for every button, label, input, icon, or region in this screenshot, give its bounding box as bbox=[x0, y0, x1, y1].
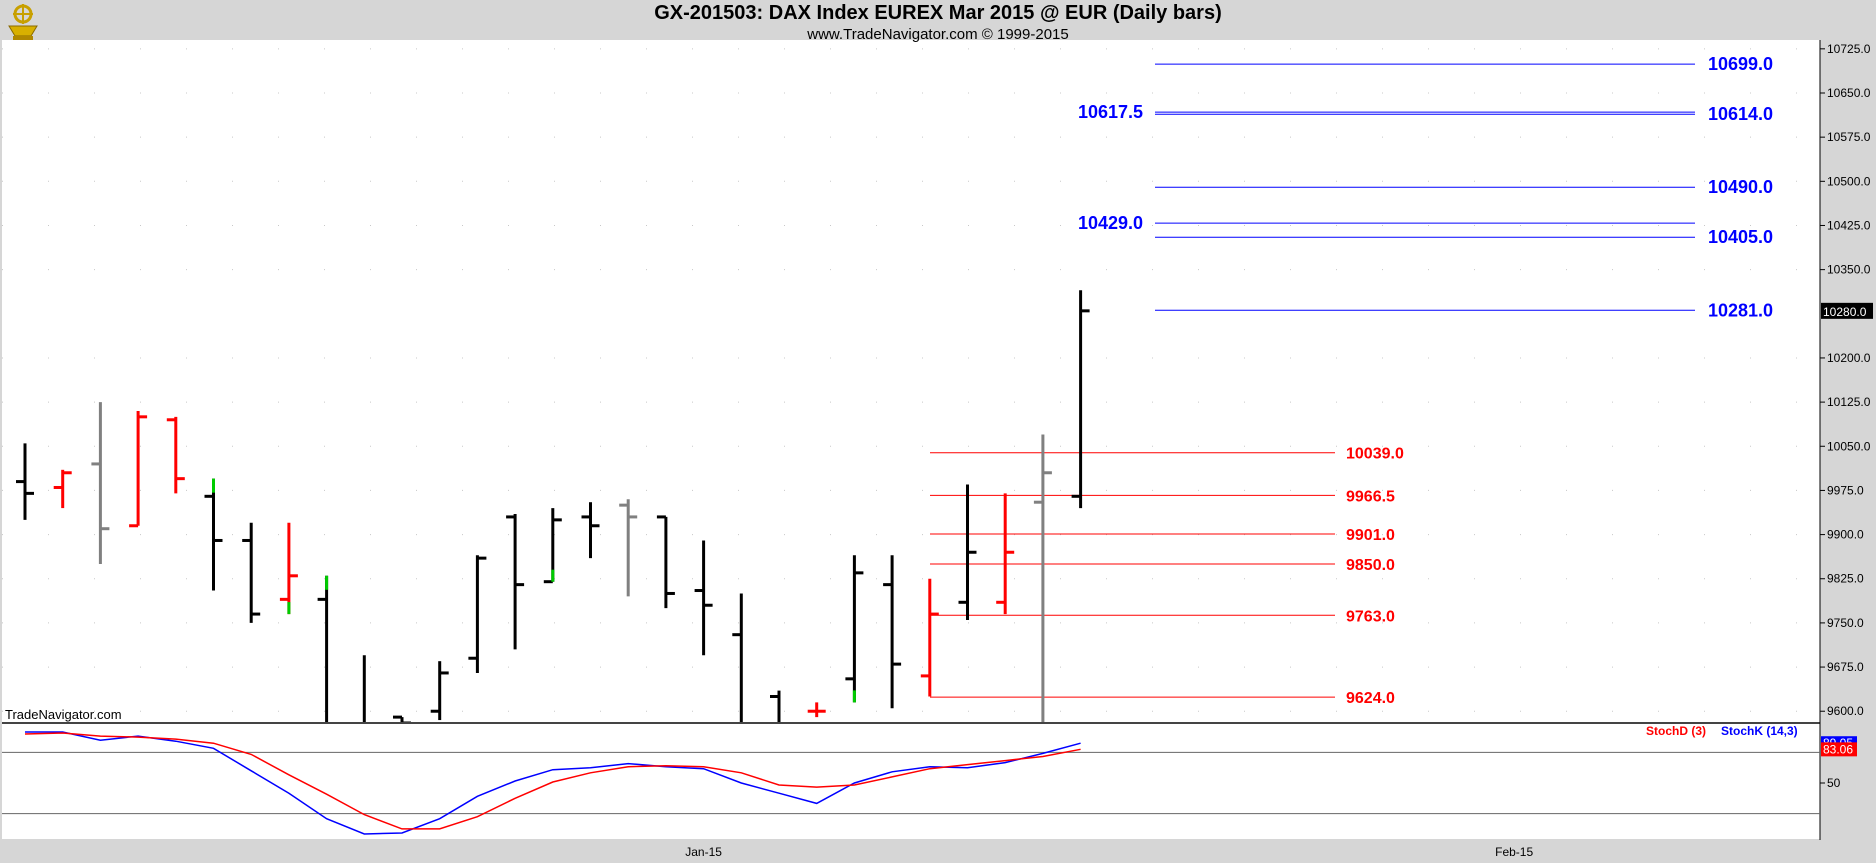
red-level-label: 9850.0 bbox=[1346, 557, 1395, 574]
ohlc-bar[interactable] bbox=[694, 540, 713, 656]
red-level-label: 9966.5 bbox=[1346, 488, 1395, 505]
stoch-d-line[interactable] bbox=[24, 732, 1081, 830]
x-tick-label: Jan-15 bbox=[685, 845, 722, 859]
ohlc-bar[interactable] bbox=[619, 499, 638, 597]
ohlc-bar[interactable] bbox=[996, 493, 1015, 615]
red-level-label: 9763.0 bbox=[1346, 608, 1395, 625]
y-tick-label: 9600.0 bbox=[1827, 704, 1864, 718]
ohlc-bar[interactable] bbox=[883, 555, 902, 709]
ohlc-bar[interactable] bbox=[317, 575, 336, 735]
ohlc-bar[interactable] bbox=[16, 443, 34, 520]
y-tick-label: 9975.0 bbox=[1827, 483, 1864, 497]
blue-level-label: 10614.0 bbox=[1708, 104, 1773, 124]
ohlc-bar[interactable] bbox=[393, 715, 411, 735]
x-tick-label: Feb-15 bbox=[1495, 845, 1533, 859]
y-tick-label: 10725.0 bbox=[1827, 42, 1871, 56]
blue-level-label: 10617.5 bbox=[1078, 102, 1143, 122]
y-tick-label: 9825.0 bbox=[1827, 572, 1864, 586]
price-panel[interactable] bbox=[2, 40, 1820, 723]
ohlc-bar[interactable] bbox=[355, 655, 373, 734]
y-tick-label: 9675.0 bbox=[1827, 660, 1864, 674]
red-level-label: 9624.0 bbox=[1346, 690, 1395, 707]
ship-wheel-trophy-icon[interactable] bbox=[3, 2, 43, 42]
blue-level-label: 10490.0 bbox=[1708, 177, 1773, 197]
stoch-k-legend: StochK (14,3) bbox=[1721, 724, 1798, 738]
ohlc-bar[interactable] bbox=[845, 555, 864, 703]
stoch-panel-bg bbox=[2, 723, 1820, 839]
ohlc-bar[interactable] bbox=[430, 661, 449, 721]
stoch-d-value: 83.06 bbox=[1823, 742, 1853, 756]
ohlc-bar[interactable] bbox=[242, 522, 261, 623]
y-tick-label: 10500.0 bbox=[1827, 174, 1871, 188]
last-price-label: 10280.0 bbox=[1823, 305, 1867, 319]
y-tick-label: 10050.0 bbox=[1827, 439, 1871, 453]
y-tick-label: 9900.0 bbox=[1827, 528, 1864, 542]
ohlc-bar[interactable] bbox=[91, 402, 110, 565]
blue-level-label: 10405.0 bbox=[1708, 227, 1773, 247]
blue-level-label: 10429.0 bbox=[1078, 213, 1143, 233]
last-price-box bbox=[1821, 302, 1873, 319]
ohlc-bar[interactable] bbox=[770, 690, 788, 735]
stoch-d-value-box bbox=[1821, 742, 1857, 757]
ohlc-bar[interactable] bbox=[468, 555, 487, 673]
ohlc-bar[interactable] bbox=[732, 593, 750, 728]
stoch-d-legend: StochD (3) bbox=[1646, 724, 1706, 738]
ohlc-bar[interactable] bbox=[958, 484, 977, 620]
ohlc-bar[interactable] bbox=[807, 702, 826, 718]
ohlc-bar[interactable] bbox=[656, 515, 675, 609]
y-tick-label: 10425.0 bbox=[1827, 218, 1871, 232]
ohlc-bar[interactable] bbox=[279, 522, 298, 615]
ohlc-bar[interactable] bbox=[920, 578, 939, 697]
ohlc-bar[interactable] bbox=[166, 416, 185, 494]
chart-subtitle: www.TradeNavigator.com © 1999-2015 bbox=[807, 26, 1069, 43]
ohlc-bar[interactable] bbox=[204, 478, 223, 591]
blue-level-label: 10281.0 bbox=[1708, 300, 1773, 320]
y-tick-label: 10350.0 bbox=[1827, 263, 1871, 277]
ohlc-bar[interactable] bbox=[129, 410, 148, 528]
ohlc-bar[interactable] bbox=[1071, 290, 1090, 509]
red-level-label: 9901.0 bbox=[1346, 527, 1395, 544]
y-tick-label: 10650.0 bbox=[1827, 86, 1871, 100]
stoch-k-line[interactable] bbox=[25, 731, 1081, 835]
ohlc-bar[interactable] bbox=[543, 508, 562, 584]
y-tick-label: 10200.0 bbox=[1827, 351, 1871, 365]
ohlc-bar[interactable] bbox=[53, 469, 72, 509]
ohlc-bar[interactable] bbox=[1033, 434, 1052, 725]
ohlc-bar[interactable] bbox=[506, 513, 525, 650]
chart-title: GX-201503: DAX Index EUREX Mar 2015 @ EU… bbox=[654, 2, 1222, 24]
y-tick-label: 9750.0 bbox=[1827, 616, 1864, 630]
red-level-label: 10039.0 bbox=[1346, 446, 1404, 463]
y-tick-label: 10575.0 bbox=[1827, 130, 1871, 144]
watermark-text: TradeNavigator.com bbox=[5, 707, 122, 722]
blue-level-label: 10699.0 bbox=[1708, 54, 1773, 74]
stoch-y-tick-label: 50 bbox=[1827, 776, 1841, 790]
y-tick-label: 10125.0 bbox=[1827, 395, 1871, 409]
ohlc-bar[interactable] bbox=[581, 502, 600, 559]
